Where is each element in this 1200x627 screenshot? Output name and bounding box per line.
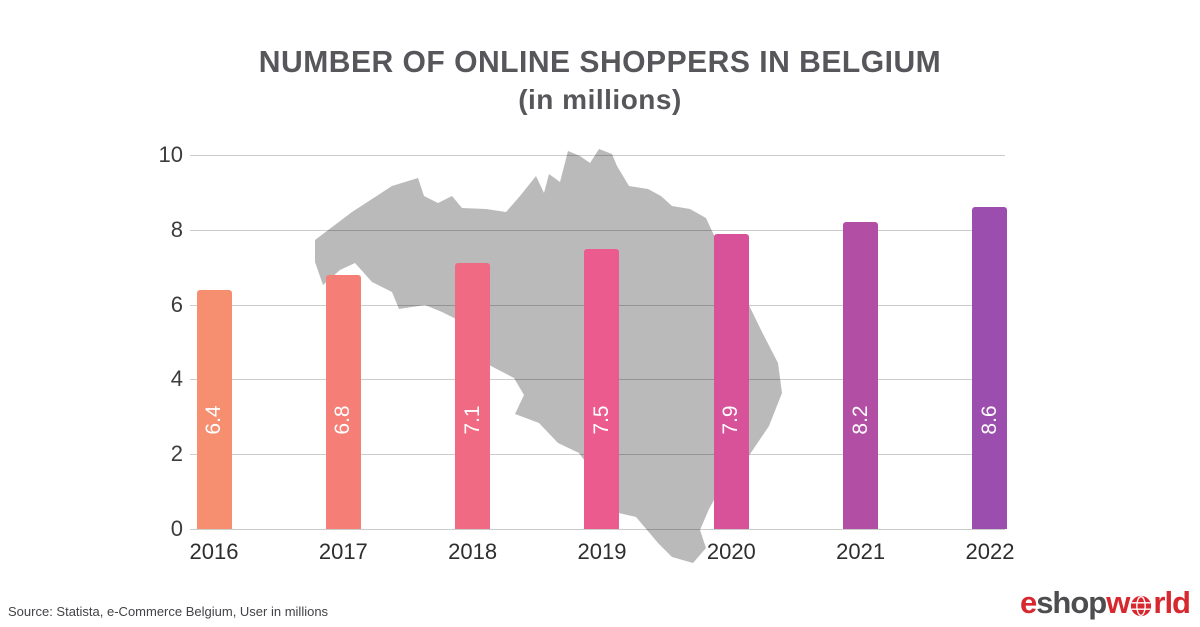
y-axis-tick-label-6: 6 bbox=[170, 291, 183, 317]
bar-2020 bbox=[713, 233, 749, 529]
logo-text-e: e bbox=[1019, 585, 1037, 620]
x-axis-tick-label-2017: 2017 bbox=[318, 539, 368, 564]
bar-2022 bbox=[972, 207, 1008, 529]
y-axis-tick-label-10: 10 bbox=[158, 142, 183, 167]
bar-2017 bbox=[325, 274, 361, 529]
x-axis-tick-label-2018: 2018 bbox=[448, 539, 498, 564]
bar-2021 bbox=[843, 222, 879, 529]
bar-value-label-2019: 7.5 bbox=[589, 405, 613, 435]
bar-value-label-2018: 7.1 bbox=[460, 405, 484, 435]
source-note: Source: Statista, e-Commerce Belgium, Us… bbox=[8, 604, 329, 619]
y-axis-tick-label-2: 2 bbox=[170, 441, 183, 467]
x-axis-tick-label-2022: 2022 bbox=[965, 539, 1015, 564]
bar-value-label-2017: 6.8 bbox=[331, 405, 355, 435]
bar-2019 bbox=[584, 248, 620, 529]
globe-icon bbox=[1130, 595, 1152, 617]
chart-title-line2: (in millions) bbox=[518, 84, 682, 115]
bar-value-label-2020: 7.9 bbox=[719, 405, 743, 435]
eshopworld-logo: e shop w rld bbox=[1019, 585, 1191, 621]
x-axis-tick-label-2019: 2019 bbox=[577, 539, 627, 564]
chart-title-line1: NUMBER OF ONLINE SHOPPERS IN BELGIUM bbox=[258, 44, 942, 79]
bar-value-label-2016: 6.4 bbox=[202, 405, 225, 435]
gridline-y0 bbox=[190, 529, 1005, 530]
x-axis-tick-label-2020: 2020 bbox=[706, 539, 756, 564]
belgium-map-shape bbox=[315, 149, 782, 563]
bar-2016 bbox=[196, 289, 232, 529]
y-axis-tick-label-4: 4 bbox=[170, 366, 183, 392]
x-axis-tick-label-2021: 2021 bbox=[836, 539, 886, 564]
y-axis-tick-label-0: 0 bbox=[170, 516, 183, 541]
chart-title: NUMBER OF ONLINE SHOPPERS IN BELGIUM (in… bbox=[0, 44, 1200, 116]
gridline-y10 bbox=[190, 155, 1005, 156]
x-axis-tick-label-2016: 2016 bbox=[189, 539, 239, 564]
bar-value-label-2022: 8.6 bbox=[977, 405, 1001, 435]
logo-text-shop: shop bbox=[1036, 585, 1107, 620]
y-axis-tick-label-8: 8 bbox=[170, 216, 183, 242]
bar-2018 bbox=[455, 263, 491, 529]
logo-text-w: w bbox=[1106, 585, 1130, 620]
bar-value-label-2021: 8.2 bbox=[848, 405, 872, 435]
logo-text-rld: rld bbox=[1153, 585, 1191, 620]
gridline-y8 bbox=[190, 229, 1005, 231]
